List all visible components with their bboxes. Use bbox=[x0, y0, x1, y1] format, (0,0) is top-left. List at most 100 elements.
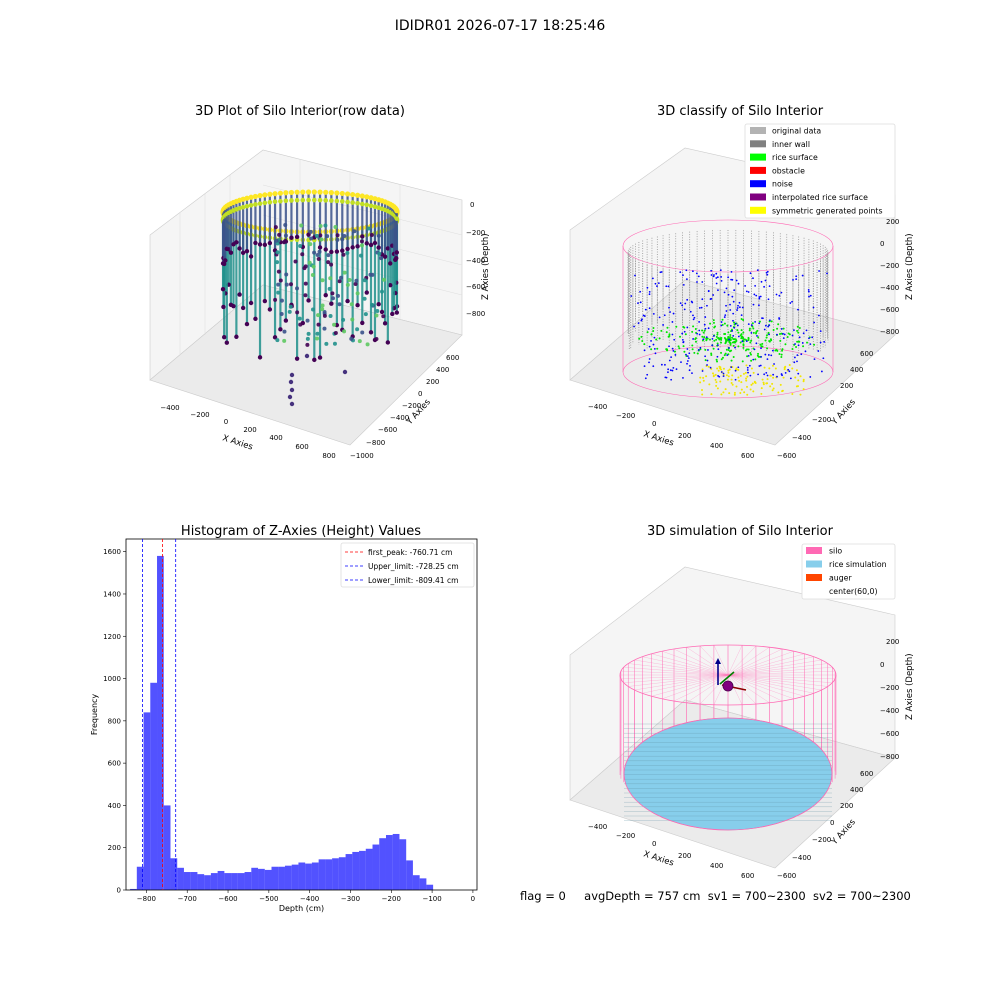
simulation-ytick: 200 bbox=[840, 802, 853, 810]
histogram-bar bbox=[143, 712, 151, 890]
raw-ztick: −400 bbox=[466, 257, 485, 265]
histogram-bar bbox=[359, 850, 366, 890]
simulation-legend: silo rice simulation auger center(60,0) bbox=[801, 543, 896, 600]
histogram-bar bbox=[244, 872, 252, 890]
histogram-bar bbox=[264, 869, 272, 890]
raw-xtick: 0 bbox=[224, 418, 228, 426]
histogram-bar bbox=[318, 859, 326, 890]
histogram-bar bbox=[251, 867, 259, 890]
classify-legend-entry: rice surface bbox=[772, 153, 818, 162]
classify-legend-entry: interpolated rice surface bbox=[772, 193, 868, 202]
histogram-bar bbox=[372, 844, 380, 890]
classify-ytick: 600 bbox=[860, 350, 873, 358]
raw-xtick: −200 bbox=[190, 411, 209, 419]
flag-readout: flag = 0 bbox=[520, 889, 566, 903]
histogram-bar bbox=[197, 874, 205, 890]
histogram-bar bbox=[338, 857, 346, 890]
classify-zlabel: Z Axies (Depth) bbox=[905, 233, 915, 300]
simulation-ytick: −400 bbox=[792, 854, 811, 862]
histogram-bar bbox=[278, 866, 285, 890]
raw-ztick: −600 bbox=[466, 283, 485, 291]
histogram-bar bbox=[157, 555, 164, 890]
simulation-ytick: −200 bbox=[812, 836, 831, 844]
histogram-ytick: 200 bbox=[108, 844, 121, 852]
classify-legend-entry: obstacle bbox=[772, 166, 805, 175]
histogram-bar bbox=[426, 884, 434, 890]
histogram-bar bbox=[392, 833, 400, 890]
histogram-bar bbox=[190, 872, 198, 890]
simulation-xtick: 400 bbox=[710, 862, 723, 870]
simulation-ytick: 400 bbox=[850, 786, 863, 794]
histogram-legend-entry: Lower_limit: -809.41 cm bbox=[368, 576, 458, 585]
raw-xtick: 200 bbox=[243, 426, 256, 434]
raw-ztick: −200 bbox=[466, 229, 485, 237]
simulation-ztick: 200 bbox=[886, 638, 899, 646]
raw-xtick: 400 bbox=[269, 434, 282, 442]
classify-ztick: 0 bbox=[880, 240, 884, 248]
histogram-ytick: 1000 bbox=[103, 675, 121, 683]
histogram-bar bbox=[332, 858, 339, 890]
classify-xtick: −200 bbox=[616, 412, 635, 420]
raw-xtick: −400 bbox=[160, 404, 179, 412]
raw-plot-title: 3D Plot of Silo Interior(row data) bbox=[195, 104, 405, 119]
classify-xtick: 0 bbox=[652, 420, 656, 428]
histogram-bar bbox=[210, 873, 218, 890]
simulation-3d-plot: −400 −200 0 200 400 600 −600 −400 −200 0… bbox=[569, 543, 915, 880]
histogram-bar bbox=[130, 888, 137, 890]
histogram-bar bbox=[224, 873, 232, 890]
classify-3d-plot: −400 −200 0 200 400 600 −600 −400 −200 0… bbox=[569, 123, 915, 460]
histogram-bar bbox=[271, 866, 279, 890]
histogram-bar bbox=[150, 682, 158, 890]
histogram-ytick: 1200 bbox=[103, 633, 121, 641]
simulation-ytick: −600 bbox=[777, 872, 796, 880]
sv1-readout: sv1 = 700~2300 bbox=[707, 889, 806, 903]
simulation-xtick: −400 bbox=[588, 823, 607, 831]
simulation-legend-entry: center(60,0) bbox=[829, 587, 878, 596]
histogram-xtick: −300 bbox=[341, 895, 360, 903]
histogram-bar bbox=[284, 865, 292, 890]
raw-ztick: 0 bbox=[470, 201, 474, 209]
simulation-ztick: −400 bbox=[880, 707, 899, 715]
classify-xtick: −400 bbox=[588, 403, 607, 411]
simulation-ytick: 0 bbox=[830, 819, 834, 827]
histogram-ylabel: Frequency bbox=[90, 694, 99, 736]
classify-legend-entry: inner wall bbox=[772, 140, 810, 149]
simulation-ztick: −800 bbox=[880, 753, 899, 761]
histogram-bar bbox=[183, 872, 191, 890]
simulation-ztick: −600 bbox=[880, 730, 899, 738]
raw-xtick: 800 bbox=[322, 452, 335, 460]
classify-xtick: 400 bbox=[710, 442, 723, 450]
histogram-xtick: −100 bbox=[422, 895, 441, 903]
raw-ytick: −400 bbox=[390, 414, 409, 422]
histogram-legend-entry: Upper_limit: -728.25 cm bbox=[368, 562, 459, 571]
classify-ztick: −800 bbox=[880, 328, 899, 336]
simulation-legend-entry: auger bbox=[829, 574, 852, 583]
raw-3d-plot: −400 −200 0 200 400 600 800 −1000 −800 −… bbox=[149, 149, 491, 460]
histogram-bar bbox=[399, 839, 407, 890]
simulation-ztick: 0 bbox=[880, 661, 884, 669]
simulation-ztick: −200 bbox=[880, 684, 899, 692]
histogram-xtick: 0 bbox=[471, 895, 475, 903]
histogram-ytick: 1400 bbox=[103, 590, 121, 598]
classify-ytick: 400 bbox=[850, 366, 863, 374]
histogram-bar bbox=[419, 878, 427, 890]
simulation-xtick: 0 bbox=[652, 840, 656, 848]
simulation-legend-entry: silo bbox=[829, 547, 842, 556]
simulation-zlabel: Z Axies (Depth) bbox=[905, 653, 915, 720]
histogram-xtick: −600 bbox=[218, 895, 237, 903]
histogram-chart: −800 −700 −600 −500 −400 −300 −200 −100 0 0 200 400… bbox=[90, 538, 478, 913]
histogram-ytick: 0 bbox=[117, 887, 121, 895]
histogram-bar bbox=[204, 875, 211, 890]
histogram-bar bbox=[298, 862, 306, 890]
classify-legend-entry: original data bbox=[772, 127, 821, 136]
raw-ytick: −800 bbox=[366, 439, 385, 447]
raw-ytick: 200 bbox=[426, 378, 439, 386]
classify-ztick: −400 bbox=[880, 284, 899, 292]
histogram-xtick: −400 bbox=[300, 895, 319, 903]
histogram-bar bbox=[258, 868, 265, 890]
raw-ytick: −1000 bbox=[350, 452, 374, 460]
histogram-ytick: 600 bbox=[108, 760, 121, 768]
histogram-bar bbox=[231, 873, 238, 890]
raw-ztick: −800 bbox=[466, 310, 485, 318]
histogram-bar bbox=[412, 875, 420, 890]
